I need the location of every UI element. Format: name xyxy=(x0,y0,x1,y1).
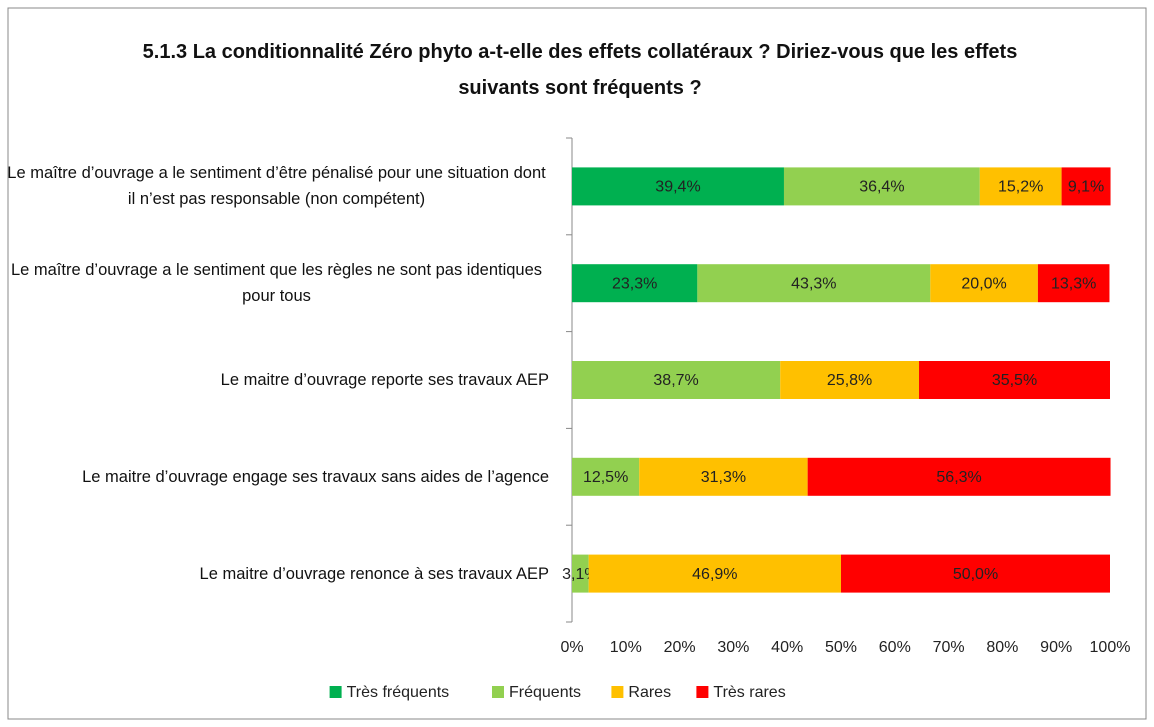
bar-segment xyxy=(979,167,1062,206)
legend-label: Fréquents xyxy=(509,684,581,701)
category-text: Le maitre d’ouvrage engage ses travaux s… xyxy=(82,467,549,486)
data-label: 36,4% xyxy=(859,179,904,196)
category-text: Le maitre d’ouvrage reporte ses travaux … xyxy=(220,371,549,389)
data-label: 39,4% xyxy=(655,179,700,196)
x-tick-label: 50% xyxy=(825,639,857,656)
legend-swatch xyxy=(492,686,504,698)
category-label: Le maitre d’ouvrage reporte ses travaux … xyxy=(4,330,549,430)
bar-segment xyxy=(697,264,931,303)
data-label: 56,3% xyxy=(936,469,981,486)
bar-segment xyxy=(780,361,920,399)
legend-swatch xyxy=(611,686,624,698)
bar-segment xyxy=(572,264,698,303)
data-label: 12,5% xyxy=(583,469,628,486)
x-tick-label: 80% xyxy=(986,639,1018,656)
data-label: 15,2% xyxy=(998,179,1043,196)
bar-segment xyxy=(588,554,841,593)
data-label: 43,3% xyxy=(791,275,836,292)
bar-segment xyxy=(930,264,1038,303)
data-label: 20,0% xyxy=(961,275,1006,292)
bar-segment xyxy=(783,167,980,206)
category-text: Le maitre d’ouvrage renonce à ses travau… xyxy=(199,564,549,583)
data-label: 25,8% xyxy=(827,372,872,389)
data-label: 38,7% xyxy=(653,372,698,389)
category-label: Le maître d’ouvrage a le sentiment que l… xyxy=(4,233,549,333)
data-label: 35,5% xyxy=(992,372,1037,389)
category-label: Le maitre d’ouvrage engage ses travaux s… xyxy=(4,427,549,527)
x-tick-label: 0% xyxy=(560,639,583,656)
legend-label: Très fréquents xyxy=(347,684,450,701)
data-label: 23,3% xyxy=(612,275,657,292)
x-tick-label: 10% xyxy=(610,639,642,656)
data-label: 13,3% xyxy=(1051,275,1096,292)
data-label: 9,1% xyxy=(1068,179,1104,196)
legend-swatch xyxy=(329,686,342,698)
bar-segment xyxy=(1061,167,1111,206)
category-text: Le maître d’ouvrage a le sentiment d’êtr… xyxy=(7,164,546,209)
x-tick-label: 60% xyxy=(879,639,911,656)
bar-segment xyxy=(572,167,784,206)
bar-segment xyxy=(1037,264,1110,303)
bar-segment xyxy=(841,554,1110,593)
x-tick-label: 90% xyxy=(1040,639,1072,656)
category-label: Le maitre d’ouvrage renonce à ses travau… xyxy=(4,524,549,624)
bar-segment xyxy=(572,554,589,593)
bar-segment xyxy=(572,457,640,496)
x-tick-label: 40% xyxy=(771,639,803,656)
data-label: 31,3% xyxy=(701,469,746,486)
data-label: 46,9% xyxy=(692,566,737,583)
legend-label: Très rares xyxy=(713,684,785,701)
data-label: 50,0% xyxy=(953,566,998,583)
legend-label: Rares xyxy=(628,684,671,701)
chart-title: 5.1.3 La conditionnalité Zéro phyto a-t-… xyxy=(142,41,1018,99)
x-tick-label: 30% xyxy=(717,639,749,656)
x-tick-label: 70% xyxy=(933,639,965,656)
category-label: Le maître d’ouvrage a le sentiment d’êtr… xyxy=(4,136,549,236)
bar-segment xyxy=(807,457,1111,496)
x-tick-label: 20% xyxy=(664,639,696,656)
legend-swatch xyxy=(696,686,709,698)
bar-segment xyxy=(572,361,781,399)
x-tick-label: 100% xyxy=(1090,639,1131,656)
category-text: Le maître d’ouvrage a le sentiment que l… xyxy=(10,261,543,306)
bar-segment xyxy=(639,457,808,496)
bar-segment xyxy=(919,361,1110,399)
